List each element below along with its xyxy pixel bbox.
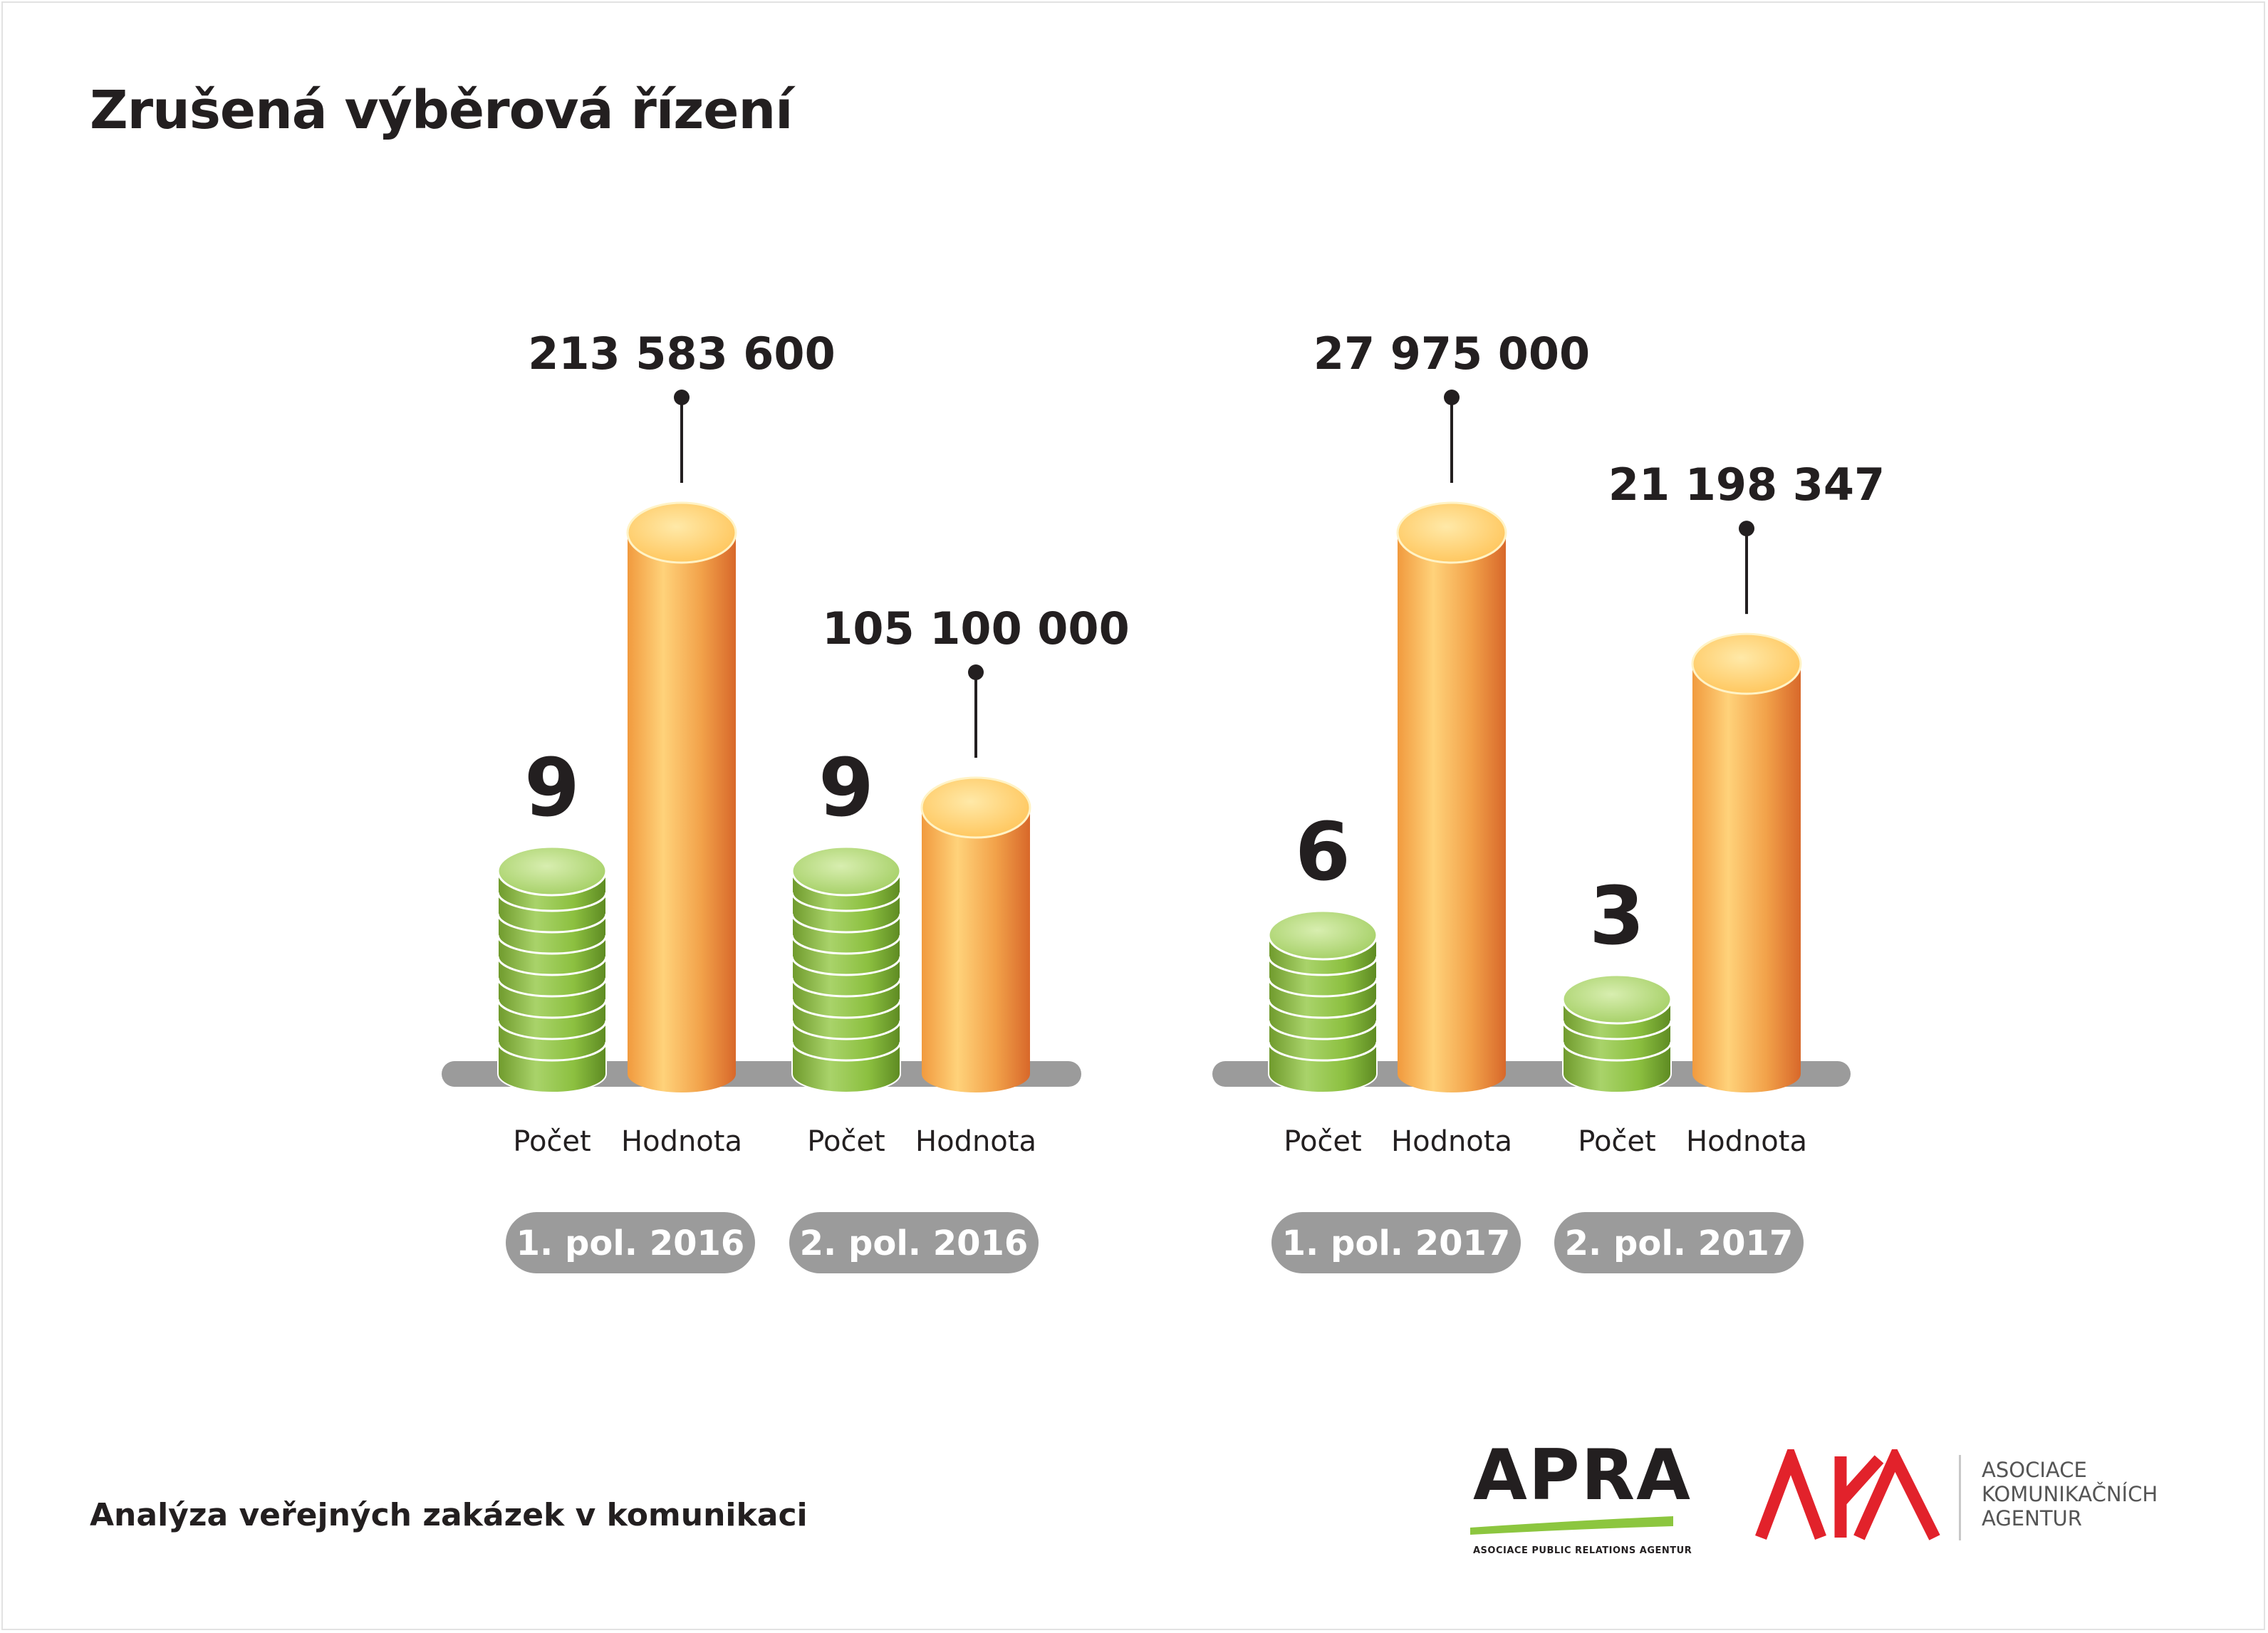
- bar-pocet-top: [1267, 909, 1378, 961]
- bar-pocet-top: [1561, 974, 1673, 1025]
- leader-dot: [1739, 521, 1754, 537]
- bar-pocet-coin-edge: [496, 1041, 608, 1062]
- bar-pocet-body: [1562, 998, 1672, 1093]
- tick-label-pocet: Počet: [1578, 1125, 1655, 1158]
- bar-pocet: [1267, 909, 1378, 1093]
- bar-pocet: [1561, 974, 1673, 1093]
- bar-hodnota-top: [626, 501, 737, 564]
- aka-logo-line: ASOCIACE: [1982, 1458, 2087, 1482]
- bar-pocet-coin-edge: [496, 934, 608, 955]
- period-pill: [789, 1212, 1039, 1273]
- bar-pocet-coin-edge: [1267, 977, 1378, 998]
- bar-pocet-coin-edge: [791, 1020, 902, 1040]
- bar-pocet-body: [791, 870, 901, 1093]
- bar-pocet-coin-edge: [1267, 1020, 1378, 1040]
- tick-label-hodnota: Hodnota: [1391, 1125, 1512, 1158]
- aka-logo-text: ASOCIACE KOMUNIKAČNÍCH AGENTUR: [1982, 1458, 2158, 1530]
- bar-pocet-coin-edge: [496, 998, 608, 1019]
- tick-label-hodnota: Hodnota: [915, 1125, 1036, 1158]
- bar-pocet-coin-edge: [791, 913, 902, 934]
- bar-pocet-coin-edge: [791, 998, 902, 1019]
- tick-label-pocet: Počet: [807, 1125, 885, 1158]
- data-label-hodnota: 213 583 600: [528, 328, 835, 380]
- period-label: 1. pol. 2016: [516, 1224, 745, 1263]
- aka-logo: ASOCIACE KOMUNIKAČNÍCH AGENTUR: [1754, 1449, 2195, 1549]
- bar-hodnota: [1691, 632, 1802, 1092]
- data-label-pocet: 6: [1295, 806, 1351, 899]
- bar-pocet-top: [791, 845, 902, 897]
- bar-pocet-coin-edge: [496, 892, 608, 912]
- aka-logo-divider: [1959, 1455, 1961, 1540]
- bar-hodnota-body: [1692, 664, 1801, 1092]
- apra-logo-swoosh: [1470, 1516, 1673, 1535]
- leader-dot: [674, 390, 690, 405]
- bar-pocet-coin-edge: [791, 1041, 902, 1062]
- footer-caption: Analýza veřejných zakázek v komunikaci: [90, 1497, 808, 1533]
- period-label: 2. pol. 2016: [800, 1224, 1029, 1263]
- bar-pocet-coin-edge: [1561, 1041, 1673, 1062]
- period-label: 2. pol. 2017: [1565, 1224, 1794, 1263]
- bar-pocet-coin-edge: [1561, 1020, 1673, 1040]
- bar-pocet: [791, 845, 902, 1093]
- period-label: 1. pol. 2017: [1282, 1224, 1511, 1263]
- leader-dot: [1444, 390, 1460, 405]
- bar-pocet-coin-edge: [791, 956, 902, 976]
- bar-hodnota-top: [920, 776, 1031, 839]
- bar-hodnota: [920, 776, 1031, 1092]
- tick-label-hodnota: Hodnota: [621, 1125, 742, 1158]
- bar-hodnota-body: [628, 533, 736, 1092]
- data-label-pocet: 9: [818, 742, 874, 835]
- bar-hodnota-body: [1398, 533, 1506, 1092]
- period-pill: [506, 1212, 755, 1273]
- data-label-pocet: 9: [524, 742, 580, 835]
- period-pill: [1554, 1212, 1804, 1273]
- bar-pocet-coin-edge: [496, 977, 608, 998]
- bar-pocet-coin-edge: [791, 934, 902, 955]
- bar-hodnota-top: [1396, 501, 1507, 564]
- page-title: Zrušená výběrová řízení: [90, 80, 794, 141]
- bar-pocet-coin-edge: [791, 977, 902, 998]
- bar-hodnota: [1396, 501, 1507, 1092]
- bar-pocet-coin-edge: [791, 892, 902, 912]
- aka-logo-line: KOMUNIKAČNÍCH: [1982, 1482, 2158, 1506]
- aka-logo-line: AGENTUR: [1982, 1506, 2082, 1530]
- bar-pocet-body: [497, 870, 607, 1093]
- aka-logo-mark: [1755, 1449, 1940, 1540]
- bar-pocet-body: [1268, 934, 1378, 1093]
- data-label-pocet: 3: [1589, 870, 1645, 963]
- tick-label-pocet: Počet: [513, 1125, 591, 1158]
- tick-label-hodnota: Hodnota: [1686, 1125, 1807, 1158]
- data-label-hodnota: 27 975 000: [1314, 328, 1590, 380]
- data-label-hodnota: 105 100 000: [822, 602, 1129, 654]
- apra-logo-subtitle: ASOCIACE PUBLIC RELATIONS AGENTUR: [1473, 1545, 1692, 1556]
- bar-pocet-coin-edge: [496, 1020, 608, 1040]
- bar-pocet-coin-edge: [496, 956, 608, 976]
- bar-hodnota-top: [1691, 632, 1802, 695]
- period-pill: [1271, 1212, 1521, 1273]
- leader-dot: [968, 664, 984, 681]
- bar-hodnota-body: [922, 808, 1030, 1092]
- bar-pocet-top: [496, 845, 608, 897]
- bar-pocet-coin-edge: [1267, 1041, 1378, 1062]
- bar-pocet-coin-edge: [496, 913, 608, 934]
- data-label-hodnota: 21 198 347: [1608, 459, 1885, 511]
- tick-label-pocet: Počet: [1284, 1125, 1361, 1158]
- apra-logo: APRA ASOCIACE PUBLIC RELATIONS AGENTUR: [1467, 1435, 1692, 1560]
- bar-hodnota: [626, 501, 737, 1092]
- bar-pocet-coin-edge: [1267, 998, 1378, 1019]
- bar-pocet: [496, 845, 608, 1093]
- bar-pocet-coin-edge: [1267, 956, 1378, 976]
- apra-logo-wordmark: APRA: [1473, 1435, 1692, 1516]
